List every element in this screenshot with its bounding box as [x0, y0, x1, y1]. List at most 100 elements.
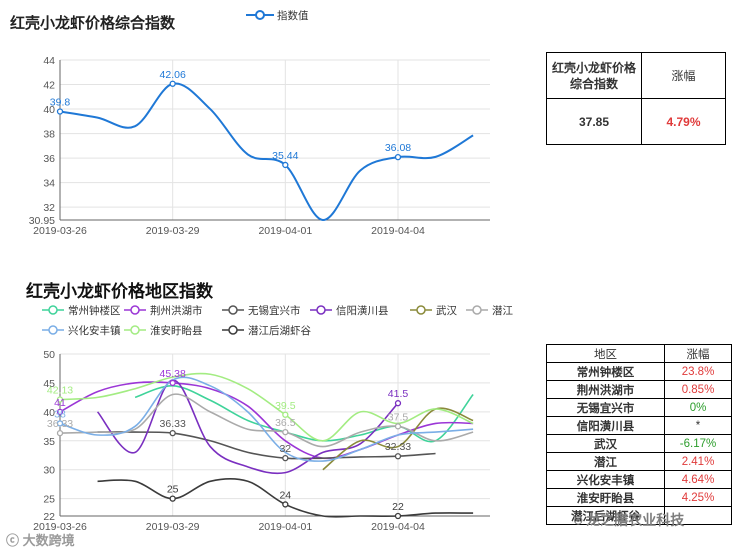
y-tick-label: 30.95 [29, 215, 55, 227]
region-row: 淮安盱眙县 4.25% [546, 488, 732, 507]
data-point [169, 80, 176, 87]
series-line-无锡宜兴市 [97, 431, 436, 460]
data-label: 35.44 [272, 150, 298, 162]
legend-label-兴化安丰镇: 兴化安丰镇 [68, 324, 121, 337]
data-label: 36.5 [275, 417, 296, 429]
summary-change: 4.79% [641, 98, 726, 145]
watermark-left-text: 大数跨境 [22, 533, 75, 548]
watermark-left: ⓒ 大数跨境 [6, 530, 75, 549]
region-name: 信阳潢川县 [546, 416, 665, 435]
y-tick-label: 50 [43, 349, 55, 361]
region-row: 信阳潢川县 * [546, 416, 732, 435]
data-point [56, 396, 64, 403]
y-tick-label: 45 [43, 378, 55, 390]
data-label: 32.33 [385, 441, 411, 453]
data-point [282, 454, 289, 462]
bottom-chart-title: 红壳小龙虾价格地区指数 [26, 282, 213, 301]
legend-marker-荆州洪湖市 [130, 305, 140, 315]
data-point [394, 153, 402, 161]
data-point [169, 429, 176, 437]
region-change: 0.85% [664, 380, 732, 399]
y-tick-label: 36 [43, 153, 55, 165]
data-label: 32 [279, 443, 291, 455]
x-tick-label: 2019-04-04 [371, 521, 425, 533]
data-point [56, 429, 64, 437]
legend-marker-信阳潢川县 [316, 305, 326, 315]
x-tick-label: 2019-03-29 [146, 225, 200, 237]
region-row: 兴化安丰镇 4.64% [546, 470, 732, 489]
region-row: 武汉 -6.17% [546, 434, 732, 453]
top-chart-title: 红壳小龙虾价格综合指数 [10, 15, 176, 32]
y-tick-label: 38 [43, 129, 55, 141]
y-tick-label: 42 [43, 80, 55, 92]
top-legend[interactable]: 指数值 [246, 8, 356, 22]
y-tick-label: 32 [43, 202, 55, 214]
region-change: * [664, 416, 732, 435]
series-line-常州钟楼区 [134, 385, 474, 443]
data-point [56, 420, 64, 427]
data-point [394, 400, 402, 407]
legend-label-武汉: 武汉 [436, 304, 457, 317]
summary-header-name: 红壳小龙虾价格综合指数 [546, 52, 642, 99]
legend-label-潜江后湖虾谷: 潜江后湖虾谷 [248, 324, 311, 337]
x-tick-label: 2019-03-29 [146, 521, 200, 533]
summary-header-change: 涨幅 [641, 52, 726, 99]
legend-marker-淮安盱眙县 [130, 325, 140, 335]
data-point [282, 411, 289, 418]
data-point [394, 423, 402, 430]
region-change: 0% [664, 398, 732, 417]
data-label: 36.33 [160, 418, 186, 430]
region-row: 无锡宜兴市 0% [546, 398, 732, 417]
region-header: 地区 [546, 344, 665, 363]
legend-marker-潜江后湖虾谷 [228, 325, 238, 335]
region-change: 23.8% [664, 362, 732, 381]
legend-label-信阳潢川县: 信阳潢川县 [336, 304, 389, 317]
region-name: 无锡宜兴市 [546, 398, 665, 417]
y-tick-label: 40 [43, 104, 55, 116]
data-point [394, 453, 402, 460]
region-row: 潜江 2.41% [546, 452, 732, 471]
y-tick-label: 40 [43, 407, 55, 419]
legend-marker-常州钟楼区 [48, 305, 58, 315]
data-label: 25 [167, 484, 179, 496]
region-name: 常州钟楼区 [546, 362, 665, 381]
series-line-淮安盱眙县 [59, 372, 474, 442]
legend-label-无锡宜兴市: 无锡宜兴市 [248, 304, 301, 317]
bottom-line-chart: 22 25 30 35 40 45 50 2019-03-26 2019-03-29 2019-0… [33, 349, 490, 533]
data-point [56, 408, 64, 416]
x-tick-label: 2019-04-01 [258, 521, 312, 533]
region-change [664, 506, 732, 525]
data-label: 42.06 [160, 69, 186, 81]
legend-label-淮安盱眙县: 淮安盱眙县 [150, 324, 203, 337]
region-row: 潜江后湖虾谷 [546, 506, 732, 525]
top-summary-table: 红壳小龙虾价格综合指数 涨幅 37.85 4.79% [546, 52, 726, 145]
y-tick-label: 34 [43, 178, 55, 190]
data-point [169, 495, 176, 502]
region-name: 潜江后湖虾谷 [546, 506, 665, 525]
region-name: 兴化安丰镇 [546, 470, 665, 489]
watermark-right: ⌾ 龙之膳农业科技 [574, 510, 684, 530]
legend-label-荆州洪湖市: 荆州洪湖市 [150, 304, 203, 317]
x-tick-label: 2019-03-26 [33, 521, 87, 533]
region-row: 常州钟楼区 23.8% [546, 362, 732, 381]
summary-value: 37.85 [546, 98, 642, 145]
data-point [394, 512, 402, 520]
data-label: 39.5 [275, 400, 296, 412]
wechat-icon: ⌾ [574, 512, 583, 528]
legend-marker-潜江 [472, 305, 482, 315]
watermark-logo-icon: ⓒ [6, 533, 20, 548]
legend-marker-无锡宜兴市 [228, 305, 238, 315]
region-change: 4.25% [664, 488, 732, 507]
y-tick-label: 25 [43, 494, 55, 506]
data-point [56, 108, 64, 115]
region-row: 荆州洪湖市 0.85% [546, 380, 732, 399]
region-name: 潜江 [546, 452, 665, 471]
region-change: -6.17% [664, 434, 732, 453]
series-line-武汉 [322, 407, 474, 471]
legend-label-常州钟楼区: 常州钟楼区 [68, 304, 121, 317]
x-tick-label: 2019-04-01 [258, 225, 312, 237]
data-point [282, 428, 289, 436]
data-label: 38 [54, 408, 66, 420]
